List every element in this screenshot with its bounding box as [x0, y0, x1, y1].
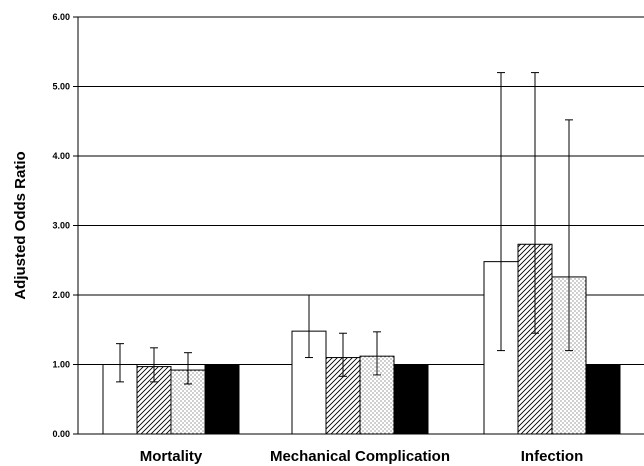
- category-label-1: Mortality: [140, 448, 203, 465]
- y-axis-title: Adjusted Odds Ratio: [12, 151, 29, 299]
- y-tick-label-3: 3.00: [52, 221, 70, 231]
- y-tick-label-2: 2.00: [52, 290, 70, 300]
- bar-infection-4: [585, 364, 621, 435]
- y-tick-label-5: 5.00: [52, 82, 70, 92]
- bar-mortality-4: [204, 364, 240, 435]
- bars: [102, 243, 621, 435]
- category-label-2: Mechanical Complication: [270, 448, 450, 465]
- gridlines: [73, 16, 644, 435]
- y-tick-label-4: 4.00: [52, 151, 70, 161]
- y-tick-labels: 0.00 1.00 2.00 3.00 4.00 5.00 6.00: [52, 12, 70, 439]
- error-bars: [116, 72, 573, 385]
- y-tick-label-6: 6.00: [52, 12, 70, 22]
- y-tick-label-1: 1.00: [52, 360, 70, 370]
- bar-mechanical-complication-4: [393, 364, 429, 435]
- y-tick-label-0: 0.00: [52, 429, 70, 439]
- category-label-3: Infection: [521, 448, 584, 465]
- category-labels: Mortality Mechanical Complication Infectio…: [140, 448, 584, 465]
